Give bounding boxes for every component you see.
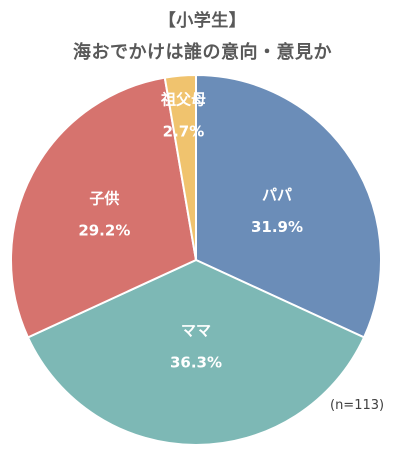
chart-title: 【小学生】 — [158, 11, 247, 31]
pie-slice-0 — [195, 73, 382, 339]
sample-size-note: (n=113) — [330, 398, 385, 413]
chart-subtitle: 海おでかけは誰の意向・意見か — [73, 42, 332, 63]
slice-name-label: パパ — [262, 186, 292, 204]
slice-name-label: 子供 — [89, 190, 119, 208]
pie-slice-1 — [26, 258, 366, 447]
slice-value-label: 29.2% — [78, 222, 130, 240]
pie-slice-2 — [10, 76, 198, 339]
slice-value-label: 36.3% — [170, 353, 222, 371]
slice-value-label: 31.9% — [251, 218, 303, 236]
slice-value-label: 2.7% — [163, 123, 205, 141]
pie-slice-3 — [163, 73, 197, 261]
slice-name-label: 祖父母 — [160, 91, 206, 109]
slice-name-label: ママ — [181, 321, 211, 339]
